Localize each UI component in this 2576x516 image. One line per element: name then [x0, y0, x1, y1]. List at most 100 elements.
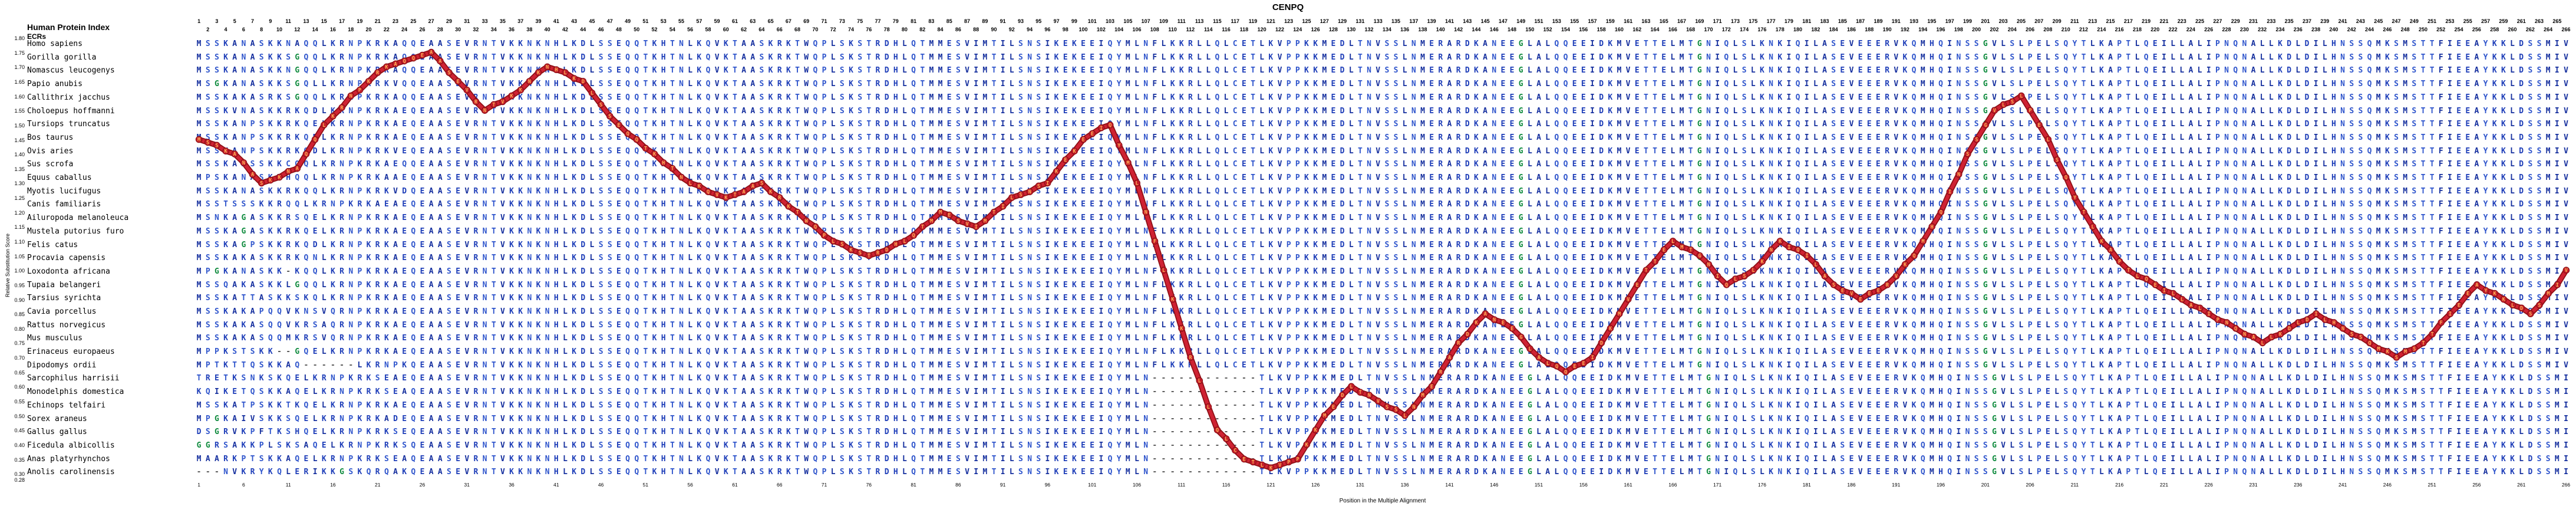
residue: S	[1965, 52, 1970, 62]
residue: S	[1384, 160, 1390, 169]
residue: A	[2188, 80, 2194, 89]
residue: N	[1492, 160, 1497, 169]
residue: L	[1009, 80, 1014, 89]
residue: A	[2108, 226, 2113, 236]
residue: D	[580, 106, 586, 116]
residue: E	[1661, 146, 1667, 156]
position-number: 126	[1311, 27, 1320, 32]
residue: M	[1420, 173, 1425, 182]
residue: Y	[2483, 66, 2488, 75]
residue: I	[1590, 240, 1595, 249]
residue: S	[259, 173, 264, 182]
residue: Q	[304, 106, 309, 116]
residue: I	[1786, 240, 1792, 249]
residue: N	[2242, 213, 2247, 223]
residue: N	[1411, 106, 1416, 116]
residue: S	[2537, 133, 2542, 142]
residue: D	[1599, 106, 1604, 116]
residue: K	[2384, 133, 2390, 142]
residue: F	[2438, 133, 2443, 142]
position-number	[1070, 27, 1078, 34]
residue: K	[2099, 120, 2104, 129]
position-number: 238	[2311, 27, 2321, 32]
position-number: 265	[2552, 18, 2562, 24]
residue: K	[652, 66, 657, 75]
residue: V	[1277, 146, 1282, 156]
position-number	[2410, 27, 2419, 34]
residue: V	[1992, 80, 1997, 89]
residue: A	[2108, 173, 2113, 182]
residue: D	[2287, 240, 2292, 249]
residue: K	[223, 254, 228, 263]
position-number	[1668, 18, 1677, 26]
position-number: 133	[1373, 18, 1383, 24]
residue: N	[1769, 66, 1773, 75]
residue: L	[589, 80, 595, 89]
residue: S	[2358, 52, 2363, 62]
residue: S	[1384, 93, 1390, 102]
residue: N	[1367, 133, 1371, 142]
residue: Q	[1215, 120, 1220, 129]
residue: N	[1706, 240, 1711, 249]
residue: T	[2420, 200, 2426, 209]
residue: I	[1045, 173, 1050, 182]
residue: P	[357, 93, 362, 102]
residue: G	[1518, 40, 1523, 48]
residue: I	[1590, 226, 1595, 236]
residue: D	[884, 80, 889, 89]
residue: Q	[1563, 146, 1568, 156]
residue: P	[2215, 93, 2220, 102]
residue: S	[598, 173, 603, 182]
residue: Y	[1116, 186, 1122, 196]
position-number	[1990, 18, 1998, 26]
residue: Q	[2233, 240, 2238, 249]
residue: P	[2027, 186, 2033, 196]
residue: E	[1090, 254, 1095, 263]
residue: R	[473, 80, 479, 89]
residue: L	[2046, 66, 2050, 75]
residue: V	[500, 52, 505, 62]
residue: P	[2215, 200, 2220, 209]
residue: L	[2260, 80, 2265, 89]
residue: E	[1858, 146, 1863, 156]
residue: L	[2001, 40, 2006, 48]
species-name: Canis familiaris	[27, 200, 101, 209]
residue: S	[1974, 240, 1979, 249]
residue: R	[286, 106, 291, 116]
residue: K	[1902, 200, 1908, 209]
residue: L	[1813, 160, 1818, 169]
residue: K	[697, 106, 702, 116]
residue: K	[518, 66, 523, 75]
residue: K	[572, 213, 577, 223]
residue: L	[2322, 106, 2327, 116]
residue: H	[1929, 200, 1934, 209]
residue: S	[1036, 226, 1041, 236]
residue: S	[205, 146, 210, 156]
residue: E	[616, 133, 621, 142]
residue: E	[1429, 200, 1434, 209]
position-number	[2124, 27, 2133, 34]
residue: S	[1036, 40, 1041, 48]
residue: L	[1402, 120, 1407, 129]
position-number	[2445, 27, 2454, 34]
residue: I	[2554, 213, 2559, 223]
residue: K	[1170, 80, 1175, 89]
residue: K	[1608, 93, 1613, 102]
residue: T	[1688, 200, 1693, 209]
residue: R	[1438, 240, 1443, 249]
residue: L	[2295, 66, 2301, 75]
position-number: 65	[767, 18, 774, 24]
residue: S	[857, 146, 863, 156]
residue: I	[1045, 240, 1050, 249]
residue: A	[2474, 213, 2479, 223]
residue: Q	[1107, 160, 1113, 169]
residue: E	[312, 213, 318, 223]
residue: K	[1071, 186, 1077, 196]
residue: L	[1670, 186, 1675, 196]
residue: I	[2162, 146, 2166, 156]
residue: S	[2349, 226, 2354, 236]
residue: I	[2448, 200, 2452, 209]
residue: K	[1054, 133, 1059, 142]
residue: A	[2474, 66, 2479, 75]
